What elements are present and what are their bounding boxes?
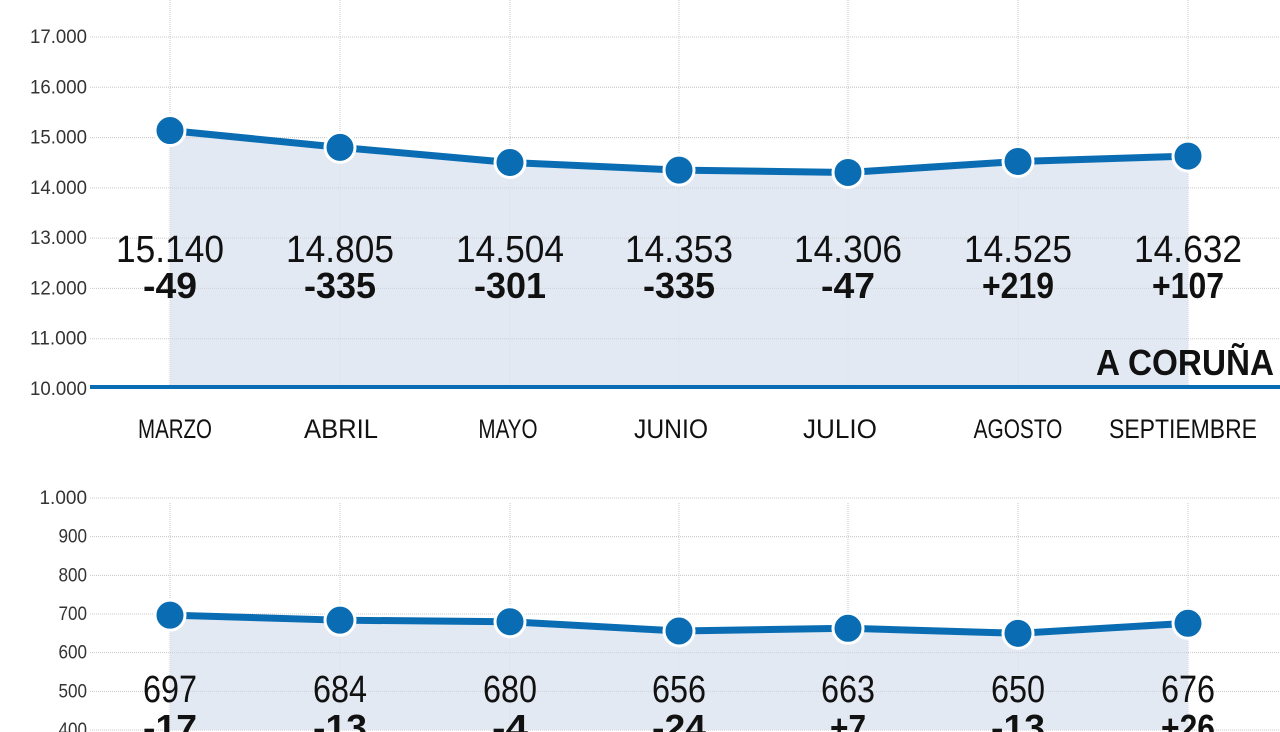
change-label: -24 [652, 707, 706, 732]
y-tick-label: 11.000 [30, 329, 87, 350]
change-label: -335 [643, 265, 715, 306]
change-label: -13 [313, 707, 367, 732]
area-fill [170, 130, 1188, 389]
data-point [493, 605, 527, 639]
value-label: 697 [143, 669, 197, 711]
y-tick-label: 14.000 [30, 178, 87, 199]
x-tick-label: SEPTIEMBRE [1109, 414, 1257, 444]
change-label: -301 [474, 265, 546, 306]
change-label: -13 [991, 707, 1045, 732]
change-label: -47 [821, 265, 875, 306]
data-point [1001, 616, 1035, 650]
data-point [153, 598, 187, 632]
change-label: -17 [143, 707, 197, 732]
value-label: 656 [652, 669, 706, 711]
change-label: -49 [143, 265, 197, 306]
data-point [1001, 144, 1035, 178]
value-label: 14.306 [794, 229, 902, 271]
change-label: +26 [1161, 707, 1215, 732]
data-point [153, 114, 187, 148]
y-tick-label: 15.000 [30, 128, 87, 149]
value-label: 650 [991, 669, 1045, 711]
y-tick-label: 13.000 [30, 228, 87, 249]
value-label: 14.805 [286, 229, 394, 271]
x-tick-label: ABRIL [304, 414, 378, 444]
data-point [1171, 139, 1205, 173]
x-tick-label: MARZO [138, 414, 212, 444]
value-label: 680 [483, 669, 537, 711]
change-label: +107 [1152, 265, 1224, 306]
data-point [1171, 606, 1205, 640]
change-label: +7 [830, 707, 866, 732]
y-tick-label: 17.000 [30, 27, 87, 48]
y-tick-label: 10.000 [30, 379, 87, 400]
value-label: 14.525 [964, 229, 1072, 271]
y-tick-label: 600 [59, 643, 88, 664]
area-fill [170, 615, 1188, 730]
y-tick-label: 1.000 [40, 488, 88, 509]
y-tick-label: 400 [59, 720, 88, 732]
data-point [662, 614, 696, 648]
value-label: 14.504 [456, 229, 564, 271]
data-point [831, 155, 865, 189]
value-label: 14.353 [625, 229, 733, 271]
value-label: 676 [1161, 669, 1215, 711]
data-point [323, 603, 357, 637]
value-label: 663 [821, 669, 875, 711]
x-tick-label: MAYO [478, 414, 537, 444]
change-label: +219 [982, 265, 1054, 306]
value-label: 684 [313, 669, 367, 711]
y-tick-label: 700 [59, 604, 88, 625]
x-tick-label: JULIO [803, 414, 877, 444]
data-point [493, 146, 527, 180]
region-label: A CORUÑA [1096, 341, 1274, 383]
y-tick-label: 800 [59, 565, 88, 586]
y-tick-label: 900 [59, 527, 88, 548]
x-tick-label: AGOSTO [974, 414, 1063, 444]
change-label: -335 [304, 265, 376, 306]
data-point [323, 130, 357, 164]
data-point [831, 611, 865, 645]
y-tick-label: 500 [59, 681, 88, 702]
data-point [662, 153, 696, 187]
change-label: -4 [492, 707, 528, 732]
value-label: 14.632 [1134, 229, 1242, 271]
y-tick-label: 12.000 [30, 278, 87, 299]
value-label: 15.140 [116, 229, 224, 271]
x-tick-label: JUNIO [634, 414, 708, 444]
y-tick-label: 16.000 [30, 77, 87, 98]
